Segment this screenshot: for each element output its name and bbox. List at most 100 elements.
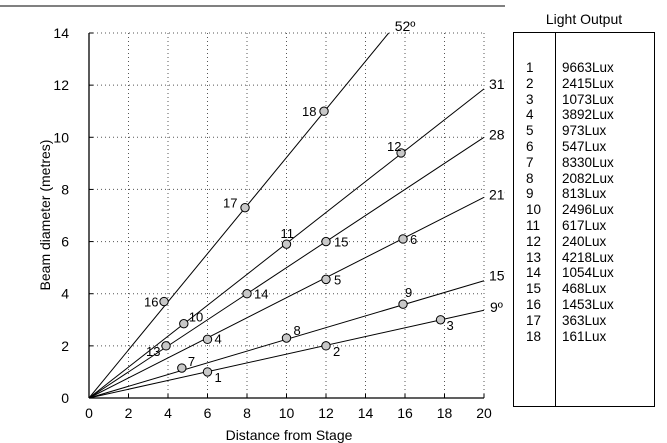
data-point-label: 1	[215, 370, 222, 385]
table-row: 18 161Lux	[514, 329, 654, 345]
data-point-label: 2	[333, 344, 340, 359]
x-tick-label: 20	[476, 405, 492, 421]
table-row: 12 240Lux	[514, 234, 654, 250]
angle-label: 52º	[395, 18, 416, 34]
row-number: 4	[514, 107, 555, 123]
y-tick-label: 6	[61, 234, 69, 250]
data-point-marker	[399, 235, 407, 243]
table-row: 17 363Lux	[514, 313, 654, 329]
row-value: 240Lux	[555, 234, 606, 250]
row-number: 14	[514, 265, 555, 281]
x-tick-label: 12	[318, 405, 334, 421]
x-tick-label: 8	[243, 405, 251, 421]
row-number: 15	[514, 281, 555, 297]
table-row: 14 1054Lux	[514, 265, 654, 281]
beam-line	[89, 137, 484, 398]
data-point-label: 11	[281, 226, 295, 241]
y-axis-label: Beam diameter (metres)	[37, 140, 53, 291]
row-number: 3	[514, 92, 555, 108]
table-row: 9 813Lux	[514, 186, 654, 202]
y-tick-label: 2	[61, 338, 69, 354]
data-point-marker	[180, 319, 188, 327]
data-point-label: 18	[302, 104, 316, 119]
row-value: 4218Lux	[555, 250, 614, 266]
data-point-label: 7	[188, 354, 195, 369]
x-tick-label: 6	[204, 405, 212, 421]
angle-label: 31º	[489, 76, 505, 92]
data-point-marker	[282, 334, 290, 342]
row-value: 468Lux	[555, 281, 606, 297]
x-axis-label: Distance from Stage	[226, 427, 353, 443]
row-value: 9663Lux	[555, 60, 614, 76]
y-tick-label: 0	[61, 390, 69, 406]
data-point-label: 6	[410, 232, 417, 247]
angle-label: 28º	[489, 126, 505, 142]
data-point-label: 16	[144, 295, 158, 310]
row-number: 16	[514, 297, 555, 313]
table-row: 6 547Lux	[514, 139, 654, 155]
data-point-label: 13	[146, 344, 160, 359]
row-number: 10	[514, 202, 555, 218]
data-point-marker	[203, 368, 211, 376]
beam-line	[89, 33, 389, 398]
row-number: 9	[514, 186, 555, 202]
data-point-marker	[178, 364, 186, 372]
data-point-marker	[322, 342, 330, 350]
x-tick-label: 4	[164, 405, 172, 421]
data-point-marker	[320, 107, 328, 115]
table-row: 5 973Lux	[514, 123, 654, 139]
row-number: 18	[514, 329, 555, 345]
data-point-marker	[160, 297, 168, 305]
data-point-marker	[243, 290, 251, 298]
tick-labels: 024681012141618200246810121452º31º28º21º…	[53, 18, 505, 421]
row-number: 11	[514, 218, 555, 234]
row-value: 8330Lux	[555, 155, 614, 171]
row-number: 5	[514, 123, 555, 139]
table-row: 15 468Lux	[514, 281, 654, 297]
row-value: 363Lux	[555, 313, 606, 329]
data-point-label: 17	[223, 196, 237, 211]
row-value: 1054Lux	[555, 265, 614, 281]
table-row: 3 1073Lux	[514, 92, 654, 108]
table-row: 16 1453Lux	[514, 297, 654, 313]
x-tick-label: 10	[279, 405, 295, 421]
data-point-marker	[241, 203, 249, 211]
angle-label: 15º	[489, 268, 505, 284]
row-value: 1453Lux	[555, 297, 614, 313]
row-value: 813Lux	[555, 186, 606, 202]
row-value: 1073Lux	[555, 92, 614, 108]
angle-label: 9º	[490, 299, 503, 315]
angle-label: 21º	[489, 186, 505, 202]
table-row: 1 9663Lux	[514, 60, 654, 76]
row-value: 617Lux	[555, 218, 606, 234]
data-point-marker	[399, 300, 407, 308]
row-number: 12	[514, 234, 555, 250]
data-point-label: 12	[387, 139, 401, 154]
y-tick-label: 12	[53, 77, 69, 93]
data-point-marker	[162, 342, 170, 350]
y-tick-label: 14	[53, 25, 69, 41]
x-tick-label: 0	[85, 405, 93, 421]
y-tick-label: 10	[53, 129, 69, 145]
row-value: 2415Lux	[555, 76, 614, 92]
data-point-label: 8	[294, 323, 301, 338]
data-point-marker	[203, 335, 211, 343]
data-point-label: 9	[405, 285, 412, 300]
data-point-marker	[322, 237, 330, 245]
table-row: 11 617Lux	[514, 218, 654, 234]
row-number: 6	[514, 139, 555, 155]
table-row: 4 3892Lux	[514, 107, 654, 123]
table-row: 10 2496Lux	[514, 202, 654, 218]
table-rows: 1 9663Lux 2 2415Lux 3 1073Lux 4 3892Lux 5 973Lux 6…	[514, 60, 654, 344]
data-point-label: 10	[189, 310, 203, 325]
data-point-marker	[322, 275, 330, 283]
data-point-marker	[282, 240, 290, 248]
row-value: 2496Lux	[555, 202, 614, 218]
table-row: 8 2082Lux	[514, 171, 654, 187]
row-number: 17	[514, 313, 555, 329]
row-value: 161Lux	[555, 329, 606, 345]
table-row: 2 2415Lux	[514, 76, 654, 92]
row-value: 547Lux	[555, 139, 606, 155]
